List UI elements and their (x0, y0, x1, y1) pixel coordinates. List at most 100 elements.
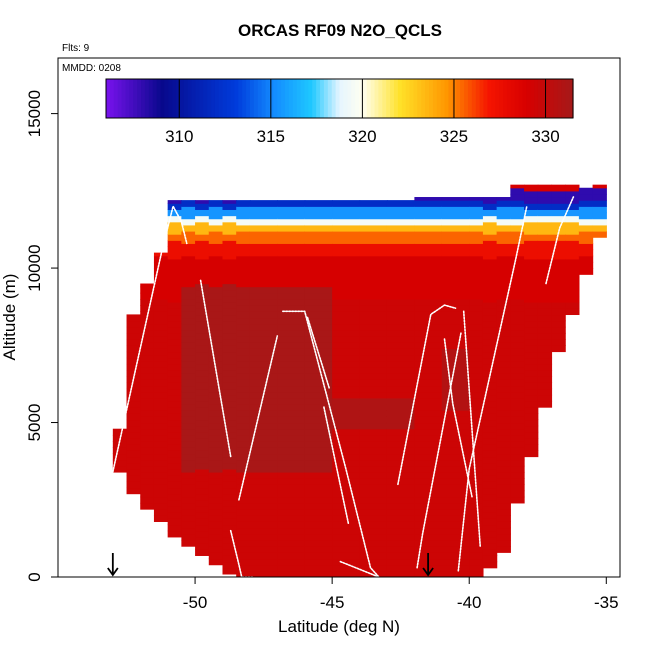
x-axis-label: Latitude (deg N) (278, 617, 400, 636)
heatmap-cell (112, 453, 128, 461)
heatmap-cell (222, 345, 237, 353)
heatmap-cell (551, 320, 566, 328)
heatmap-cell (167, 203, 182, 210)
heatmap-cell (482, 246, 498, 254)
heatmap-cell (153, 490, 169, 498)
heatmap-cell (195, 215, 210, 223)
heatmap-cell (304, 478, 333, 485)
colorbar-swatch (362, 79, 368, 118)
heatmap-cell (181, 206, 196, 214)
heatmap-cell (249, 379, 278, 387)
heatmap-cell (304, 416, 333, 424)
heatmap-cell (414, 200, 443, 207)
heatmap-cell (195, 345, 210, 353)
heatmap-cell (249, 422, 278, 430)
heatmap-cell (524, 197, 539, 204)
heatmap-cell (414, 292, 443, 300)
heatmap-cell (236, 434, 251, 442)
heatmap-cell (469, 317, 484, 325)
heatmap-cell (414, 317, 443, 325)
heatmap-cell (537, 363, 553, 371)
heatmap-cell (496, 286, 511, 294)
heatmap-cell (469, 329, 484, 337)
heatmap-cell (537, 332, 553, 340)
heatmap-cell (181, 404, 196, 411)
heatmap-cell (537, 382, 553, 390)
heatmap-cell (167, 227, 182, 235)
colorbar-swatch (300, 79, 306, 118)
heatmap-cell (414, 366, 443, 374)
heatmap-cell (304, 292, 333, 300)
heatmap-cell (181, 373, 196, 380)
colorbar-swatch (401, 79, 407, 118)
heatmap-cell (359, 465, 388, 473)
heatmap-cell (195, 332, 210, 340)
heatmap-cell (304, 397, 333, 405)
heatmap-cell (524, 258, 539, 266)
heatmap-cell (359, 218, 388, 226)
colorbar-swatch (358, 79, 364, 118)
heatmap-cell (359, 397, 388, 405)
heatmap-cell (167, 326, 182, 334)
heatmap-cell (496, 515, 511, 522)
heatmap-cell (524, 326, 539, 334)
colorbar-swatch (106, 79, 111, 118)
colorbar-swatch (331, 79, 337, 118)
heatmap-cell (195, 370, 210, 377)
heatmap-cell (592, 200, 607, 207)
heatmap-cell (277, 336, 306, 343)
heatmap-cell (153, 305, 169, 312)
heatmap-cell (441, 397, 470, 405)
heatmap-cell (592, 206, 607, 214)
heatmap-cell (510, 200, 525, 207)
heatmap-cell (441, 224, 470, 232)
heatmap-cell (524, 425, 539, 433)
heatmap-cell (181, 397, 196, 405)
heatmap-cell (181, 521, 196, 529)
heatmap-cell (304, 422, 333, 430)
heatmap-cell (112, 441, 128, 448)
heatmap-cell (277, 274, 306, 282)
heatmap-cell (277, 484, 306, 492)
heatmap-cell (414, 224, 443, 232)
x-tick-label: -35 (594, 593, 619, 612)
heatmap-cell (386, 298, 415, 306)
heatmap-cell (277, 465, 306, 473)
heatmap-cell (565, 240, 580, 248)
heatmap-cell (332, 366, 361, 374)
heatmap-cell (524, 234, 539, 241)
heatmap-cell (181, 311, 196, 319)
heatmap-cell (140, 447, 155, 455)
heatmap-cell (222, 437, 237, 445)
heatmap-cell (510, 404, 525, 411)
heatmap-cell (222, 221, 237, 229)
heatmap-cell (140, 502, 155, 510)
heatmap-cell (153, 478, 169, 485)
heatmap-cell (332, 298, 361, 306)
heatmap-cell (496, 502, 511, 510)
heatmap-cell (208, 478, 224, 485)
heatmap-cell (277, 490, 306, 498)
heatmap-cell (222, 549, 237, 556)
heatmap-cell (222, 561, 237, 569)
heatmap-cell (537, 283, 553, 291)
heatmap-cell (236, 206, 251, 214)
heatmap-cell (304, 484, 333, 492)
heatmap-cell (537, 190, 553, 198)
heatmap-cell (222, 394, 237, 402)
heatmap-cell (277, 422, 306, 430)
heatmap-cell (332, 471, 361, 479)
heatmap-cell (359, 268, 388, 275)
heatmap-cell (386, 212, 415, 220)
heatmap-cell (304, 317, 333, 325)
colorbar-swatch (152, 79, 158, 118)
heatmap-cell (332, 416, 361, 424)
heatmap-cell (537, 234, 553, 241)
x-tick-label: -45 (320, 593, 345, 612)
heatmap-cell (441, 546, 470, 553)
heatmap-cell (332, 428, 361, 436)
heatmap-cell (482, 326, 498, 334)
heatmap-cell (167, 512, 182, 519)
heatmap-cell (236, 342, 251, 349)
colorbar-swatch (238, 79, 243, 118)
